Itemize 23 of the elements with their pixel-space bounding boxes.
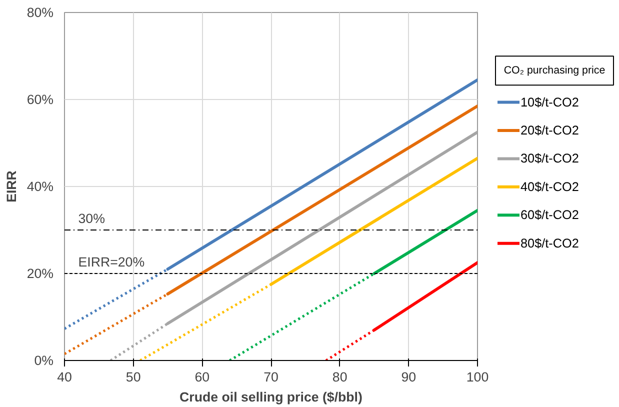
x-tick-label: 60 xyxy=(194,370,210,384)
x-tick-label: 70 xyxy=(264,370,278,384)
legend-label: 60$/t-CO2 xyxy=(520,208,579,222)
x-tick-label: 80 xyxy=(332,370,348,384)
ref-line-label: 30% xyxy=(78,211,106,226)
ref-line-label: EIRR=20% xyxy=(78,254,145,270)
x-tick-label: 50 xyxy=(126,370,141,384)
legend-label: 20$/t-CO2 xyxy=(520,123,579,138)
legend-label: 80$/t-CO2 xyxy=(520,236,579,250)
legend-label: 10$/t-CO2 xyxy=(520,95,579,110)
legend-label: 30$/t-CO2 xyxy=(520,152,579,166)
legend-label: 40$/t-CO2 xyxy=(520,180,579,194)
x-tick-label: 40 xyxy=(57,370,72,384)
x-tick-label: 100 xyxy=(466,370,489,384)
y-tick-label: 0% xyxy=(34,353,54,368)
x-tick-label: 90 xyxy=(401,370,416,384)
y-axis-title: EIRR xyxy=(4,170,19,202)
y-tick-label: 80% xyxy=(26,5,54,20)
x-axis-title: Crude oil selling price ($/bbl) xyxy=(180,390,362,404)
legend-title: CO₂ purchasing price xyxy=(504,64,606,77)
y-tick-label: 40% xyxy=(26,179,54,194)
y-tick-label: 60% xyxy=(26,92,54,107)
y-tick-label: 20% xyxy=(26,266,54,281)
